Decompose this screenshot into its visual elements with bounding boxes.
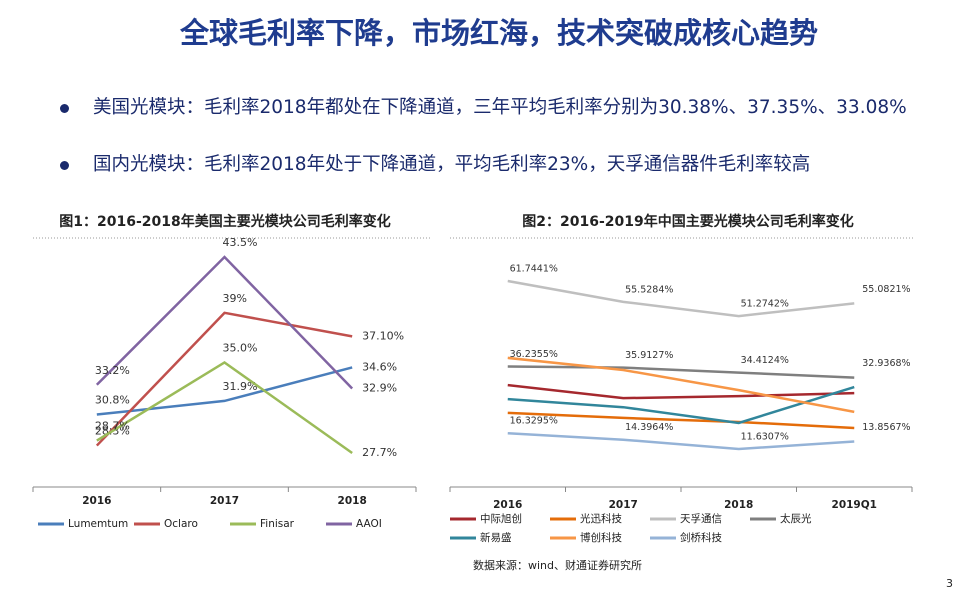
- data-label: 37.10%: [362, 329, 404, 342]
- bullet: 美国光模块：毛利率2018年都处在下降通道，三年平均毛利率分别为30.38%、3…: [60, 95, 920, 121]
- series-line: [507, 356, 855, 414]
- x-tick-label: 2019Q1: [832, 499, 877, 511]
- data-label: 34.6%: [362, 360, 397, 373]
- series-line: [507, 365, 855, 379]
- data-label: 35.9127%: [625, 350, 673, 361]
- bullet-text: 国内光模块：毛利率2018年处于下降通道，平均毛利率23%，天孚通信器件毛利率较…: [93, 154, 811, 175]
- legend-label: 博创科技: [580, 531, 622, 544]
- data-label: 36.2355%: [510, 349, 558, 360]
- data-label: 14.3964%: [625, 422, 673, 433]
- x-tick-label: 2017: [210, 495, 239, 507]
- legend-label: 光迅科技: [580, 512, 622, 525]
- series-line: [507, 385, 855, 425]
- x-tick-label: 2017: [609, 499, 638, 511]
- legend-label: Finisar: [260, 518, 295, 530]
- legend-label: 剑桥科技: [680, 531, 722, 544]
- legend-label: Oclaro: [164, 518, 198, 530]
- data-label: 30.8%: [95, 394, 130, 407]
- data-label: 11.6307%: [741, 432, 789, 443]
- series-line: [507, 411, 855, 430]
- legend-label: 天孚通信: [680, 513, 722, 525]
- data-label: 55.0821%: [862, 284, 910, 295]
- series-line: [507, 279, 855, 318]
- data-label: 55.5284%: [625, 284, 673, 295]
- data-label: 27.7%: [362, 446, 397, 459]
- series-line: [507, 383, 855, 400]
- x-tick-label: 2016: [493, 499, 522, 511]
- data-label: 39%: [223, 292, 247, 305]
- bullet-text: 美国光模块：毛利率2018年都处在下降通道，三年平均毛利率分别为30.38%、3…: [93, 97, 907, 118]
- series-line: [96, 360, 353, 455]
- legend-label: Lumemtum: [68, 518, 128, 530]
- data-label: 43.5%: [223, 236, 258, 249]
- legend-label: 新易盛: [480, 531, 512, 544]
- series-line: [96, 366, 353, 416]
- legend-label: 中际旭创: [480, 512, 522, 525]
- legend-label: 太辰光: [780, 512, 812, 525]
- page-number: 3: [946, 577, 953, 590]
- legend-label: AAOI: [356, 518, 382, 530]
- data-label: 31.9%: [223, 380, 258, 393]
- x-tick-label: 2018: [338, 495, 367, 507]
- data-label: 16.3295%: [510, 416, 558, 427]
- chart-title: 图1：2016-2018年美国主要光模块公司毛利率变化: [59, 213, 390, 230]
- data-label: 32.9%: [362, 381, 397, 394]
- data-label: 33.2%: [95, 364, 130, 377]
- data-label: 51.2742%: [741, 299, 789, 310]
- x-tick-label: 2018: [724, 499, 753, 511]
- data-label: 32.9368%: [862, 358, 910, 369]
- data-label: 28.7%: [95, 420, 130, 433]
- data-label: 13.8567%: [862, 422, 910, 433]
- source: 数据来源：wind、财通证券研究所: [473, 558, 642, 572]
- data-label: 35.0%: [223, 341, 258, 354]
- series-line: [507, 431, 855, 451]
- bullet: 国内光模块：毛利率2018年处于下降通道，平均毛利率23%，天孚通信器件毛利率较…: [60, 152, 920, 178]
- chart-title: 图2：2016-2019年中国主要光模块公司毛利率变化: [522, 213, 853, 230]
- x-tick-label: 2016: [82, 495, 111, 507]
- slide-title: 全球毛利率下降，市场红海，技术突破成核心趋势: [180, 16, 819, 50]
- data-label: 61.7441%: [510, 264, 558, 275]
- series-line: [95, 255, 354, 390]
- series-line: [95, 311, 353, 447]
- data-label: 34.4124%: [741, 355, 789, 366]
